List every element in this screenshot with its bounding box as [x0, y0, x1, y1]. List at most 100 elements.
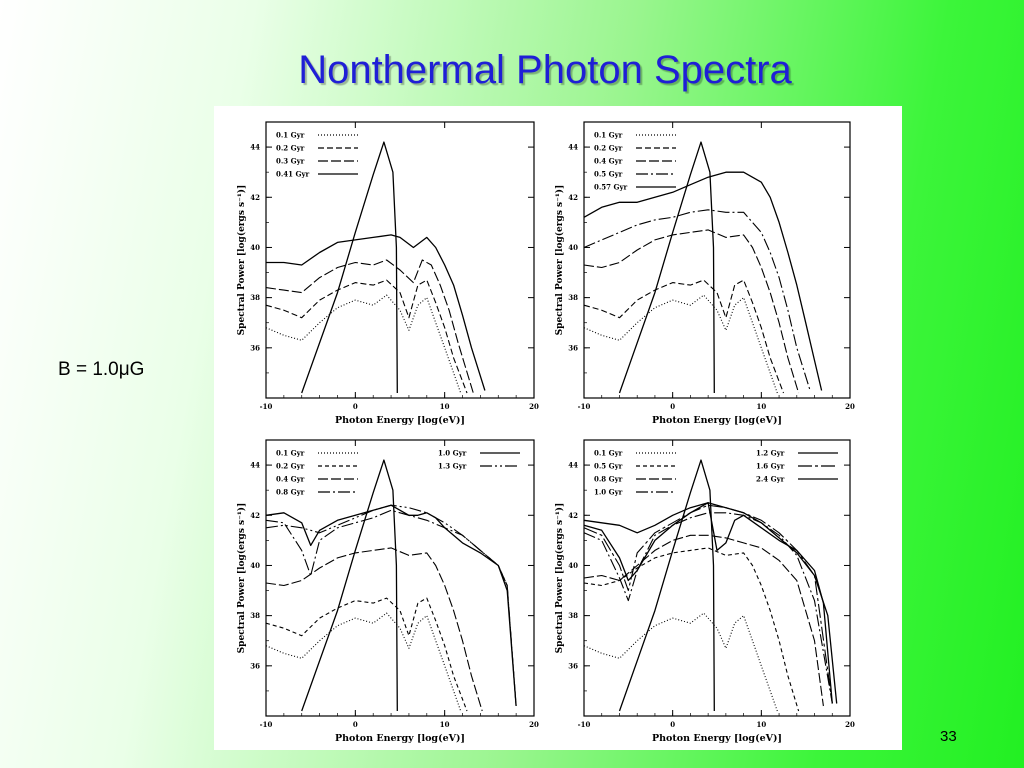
series-line: [583, 502, 833, 704]
injection-spectrum-line: [618, 141, 715, 394]
magnetic-field-label: B = 1.0μG: [58, 359, 145, 380]
x-axis-label: Photon Energy [log(eV)]: [652, 415, 782, 426]
y-tick-label: 38: [250, 611, 260, 620]
series-line: [265, 597, 468, 712]
legend-label: 0.1 Gyr: [594, 449, 623, 458]
series-line: [265, 259, 474, 394]
series-line: [583, 502, 838, 704]
series-line: [583, 612, 778, 712]
y-tick-label: 44: [568, 143, 578, 152]
legend-label: 1.0 Gyr: [594, 488, 623, 497]
series-line: [583, 547, 800, 712]
series-line: [583, 534, 824, 707]
y-tick-label: 42: [568, 511, 578, 520]
legend-label: 0.4 Gyr: [276, 475, 305, 484]
series-line: [583, 294, 778, 394]
y-tick-label: 44: [250, 143, 260, 152]
y-tick-label: 40: [250, 243, 260, 252]
x-tick-label: 0: [353, 402, 358, 411]
x-axis-label: Photon Energy [log(eV)]: [652, 733, 782, 744]
series-line: [265, 612, 462, 712]
chart-panel-top-right: -10 0 10 20 36 38 40 42 44 Photon Energy [log(eV)…: [554, 121, 855, 426]
y-tick-label: 42: [568, 193, 578, 202]
y-tick-label: 42: [250, 193, 260, 202]
legend-label: 0.5 Gyr: [594, 170, 623, 179]
slide-title: Nonthermal Photon Spectra: [298, 48, 792, 92]
legend-label: 0.2 Gyr: [276, 144, 305, 153]
x-tick-label: 0: [670, 402, 675, 411]
chart-panel-top-left: -10 0 10 20 36 38 40 42 44 Photon Energy [log(eV)…: [236, 121, 539, 426]
legend-label: 0.3 Gyr: [276, 157, 305, 166]
x-axis-label: Photon Energy [log(eV)]: [335, 415, 465, 426]
x-tick-label: 10: [756, 720, 766, 729]
y-tick-label: 40: [250, 561, 260, 570]
x-axis-label: Photon Energy [log(eV)]: [335, 733, 465, 744]
legend-label: 0.2 Gyr: [276, 462, 305, 471]
series-line: [583, 209, 811, 391]
series-line: [583, 229, 800, 394]
injection-spectrum-line: [618, 459, 715, 712]
y-tick-label: 36: [250, 661, 260, 670]
series-line: [265, 509, 517, 707]
y-tick-label: 40: [568, 561, 578, 570]
legend-label: 0.41 Gyr: [276, 170, 310, 179]
y-tick-label: 38: [250, 293, 260, 302]
chart-panel-bottom-right: -10 0 10 20 36 38 40 42 44 Photon Energy [log(eV)…: [554, 439, 855, 744]
legend-label: 0.1 Gyr: [594, 131, 623, 140]
x-tick-label: 0: [670, 720, 675, 729]
injection-spectrum-line: [301, 141, 398, 394]
y-tick-label: 38: [568, 293, 578, 302]
y-tick-label: 36: [568, 343, 578, 352]
legend-label: 0.1 Gyr: [276, 131, 305, 140]
series-line: [265, 504, 517, 707]
legend-label: 0.5 Gyr: [594, 462, 623, 471]
legend-label: 0.8 Gyr: [276, 488, 305, 497]
x-tick-label: 10: [440, 402, 450, 411]
y-axis-label: Spectral Power [log(ergs s⁻¹)]: [554, 185, 565, 336]
legend-label: 0.8 Gyr: [594, 475, 623, 484]
series-line: [265, 504, 517, 707]
x-tick-label: 0: [353, 720, 358, 729]
legend-label: 1.6 Gyr: [756, 462, 785, 471]
legend-label: 0.57 Gyr: [594, 183, 628, 192]
x-tick-label: 10: [756, 402, 766, 411]
y-tick-label: 36: [250, 343, 260, 352]
legend-label: 2.4 Gyr: [756, 475, 785, 484]
x-tick-label: 20: [845, 720, 855, 729]
y-tick-label: 40: [568, 243, 578, 252]
x-tick-label: -10: [578, 720, 591, 729]
plot-frame: [583, 121, 851, 399]
page-number: 33: [940, 728, 957, 745]
spectra-figure: -10 0 10 20 36 38 40 42 44 Photon Energy [log(eV)…: [236, 121, 855, 744]
y-axis-label: Spectral Power [log(ergs s⁻¹)]: [236, 503, 247, 654]
x-tick-label: 20: [529, 720, 539, 729]
series-line: [583, 512, 833, 704]
y-tick-label: 36: [568, 661, 578, 670]
y-axis-label: Spectral Power [log(ergs s⁻¹)]: [236, 185, 247, 336]
series-line: [265, 279, 468, 394]
x-tick-label: 20: [529, 402, 539, 411]
series-line: [265, 547, 483, 712]
series-line: [583, 279, 785, 394]
y-tick-label: 44: [568, 461, 578, 470]
x-tick-label: -10: [260, 720, 273, 729]
series-line: [265, 294, 462, 394]
legend-label: 1.2 Gyr: [756, 449, 785, 458]
legend-label: 0.4 Gyr: [594, 157, 623, 166]
figure-panel: -10 0 10 20 36 38 40 42 44 Photon Energy [log(eV)…: [214, 106, 902, 750]
legend-label: 0.2 Gyr: [594, 144, 623, 153]
y-tick-label: 42: [250, 511, 260, 520]
plot-frame: [265, 439, 535, 717]
series-line: [583, 504, 833, 704]
y-tick-label: 38: [568, 611, 578, 620]
legend-label: 1.0 Gyr: [438, 449, 467, 458]
x-tick-label: -10: [260, 402, 273, 411]
series-line: [583, 171, 823, 391]
y-axis-label: Spectral Power [log(ergs s⁻¹)]: [554, 503, 565, 654]
series-line: [266, 234, 486, 391]
chart-panel-bottom-left: -10 0 10 20 36 38 40 42 44 Photon Energy [log(eV)…: [236, 439, 539, 744]
x-tick-label: -10: [578, 402, 591, 411]
legend-label: 0.1 Gyr: [276, 449, 305, 458]
injection-spectrum-line: [301, 459, 398, 712]
plot-frame: [265, 121, 535, 399]
